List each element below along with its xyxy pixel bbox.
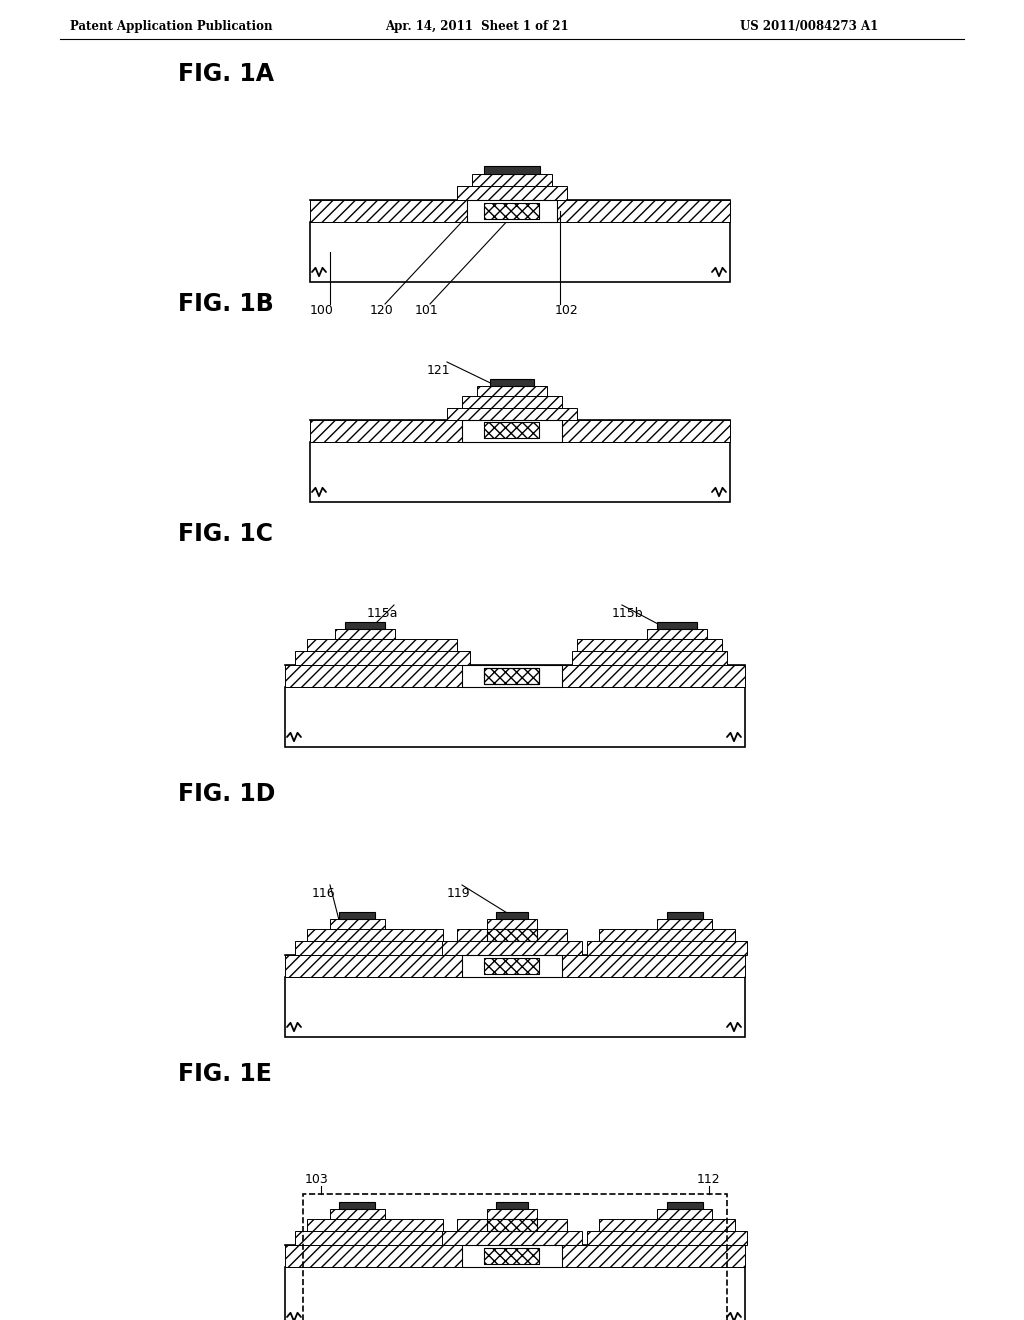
Bar [487,929,537,941]
Bar [487,919,537,929]
Bar [487,1218,537,1232]
Text: FIG. 1A: FIG. 1A [178,62,274,86]
Bar [285,1245,745,1267]
Bar [462,420,562,442]
Text: 115a: 115a [367,607,398,620]
Bar [484,422,539,438]
Text: Apr. 14, 2011  Sheet 1 of 21: Apr. 14, 2011 Sheet 1 of 21 [385,20,568,33]
Bar [295,941,455,954]
Bar [599,929,735,941]
Bar [307,1218,443,1232]
Bar [484,958,539,974]
Text: 115b: 115b [612,607,644,620]
Bar [487,1218,537,1232]
Bar [484,203,539,219]
Text: 116: 116 [312,887,336,900]
Text: 100: 100 [310,304,334,317]
Bar [487,1209,537,1218]
Bar [307,929,443,941]
Bar [310,420,730,442]
Bar [462,420,562,442]
Text: 121: 121 [427,364,451,378]
Bar [487,929,537,941]
Bar [484,668,539,684]
Text: 102: 102 [555,304,579,317]
Bar [484,166,540,174]
Bar [442,941,582,954]
Bar [462,665,562,686]
Text: 101: 101 [415,304,438,317]
Text: 103: 103 [305,1173,329,1185]
Bar [477,385,547,396]
Bar [484,1247,539,1265]
Bar [484,1247,539,1265]
Bar [310,222,730,282]
Text: Patent Application Publication: Patent Application Publication [70,20,272,33]
Bar [442,1232,582,1245]
Bar [572,651,727,665]
Bar [496,1203,528,1209]
Bar [467,201,557,222]
Bar [285,686,745,747]
Text: FIG. 1D: FIG. 1D [178,781,275,807]
Bar [335,630,395,639]
Bar [339,912,375,919]
Bar [599,1218,735,1232]
Text: 112: 112 [697,1173,721,1185]
Bar [657,1209,712,1218]
Text: FIG. 1B: FIG. 1B [178,292,273,315]
Bar [467,201,557,222]
Text: 119: 119 [447,887,471,900]
Bar [657,919,712,929]
Bar [484,668,539,684]
Bar [310,442,730,502]
Bar [339,1203,375,1209]
Bar [330,1209,385,1218]
Bar [587,1232,746,1245]
Bar [667,1203,703,1209]
Bar [577,639,722,651]
Bar [484,422,539,438]
Bar [667,912,703,919]
Bar [457,186,567,201]
Bar [285,977,745,1038]
Bar [462,396,562,408]
Bar [647,630,707,639]
Bar [490,379,534,385]
Bar [330,919,385,929]
Bar [462,665,562,686]
Bar [484,668,539,684]
Text: 120: 120 [370,304,394,317]
Bar [462,954,562,977]
Bar [303,1195,727,1320]
Bar [462,1245,562,1267]
Bar [447,408,577,420]
Bar [310,201,730,222]
Bar [285,665,745,686]
Bar [457,929,567,941]
Text: US 2011/0084273 A1: US 2011/0084273 A1 [740,20,879,33]
Bar [496,912,528,919]
Bar [295,1232,455,1245]
Bar [462,954,562,977]
Bar [307,639,457,651]
Bar [587,941,746,954]
Bar [657,622,697,630]
Bar [457,1218,567,1232]
Bar [285,1267,745,1320]
Bar [472,174,552,186]
Bar [285,954,745,977]
Bar [295,651,470,665]
Text: FIG. 1C: FIG. 1C [178,521,273,546]
Bar [484,203,539,219]
Text: FIG. 1E: FIG. 1E [178,1063,272,1086]
Bar [484,958,539,974]
Bar [462,1245,562,1267]
Bar [484,668,539,684]
Bar [345,622,385,630]
